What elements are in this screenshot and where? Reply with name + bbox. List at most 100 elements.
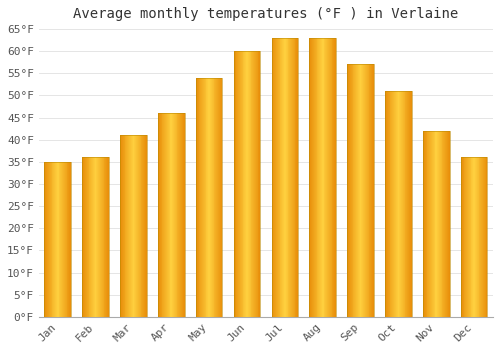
Bar (385, 91, 411, 317)
Bar (242, 51, 244, 317)
Bar (480, 158, 481, 317)
Bar (134, 135, 135, 317)
Bar (62, 162, 63, 317)
Bar (60, 162, 62, 317)
Bar (196, 78, 222, 317)
Bar (121, 135, 122, 317)
Bar (100, 158, 101, 317)
Bar (296, 38, 297, 317)
Bar (406, 91, 408, 317)
Bar (330, 38, 332, 317)
Bar (204, 78, 206, 317)
Bar (348, 64, 374, 317)
Bar (69, 162, 70, 317)
Bar (364, 64, 365, 317)
Bar (354, 64, 356, 317)
Bar (246, 51, 247, 317)
Bar (93, 158, 94, 317)
Bar (145, 135, 146, 317)
Bar (310, 38, 336, 317)
Bar (352, 64, 354, 317)
Bar (356, 64, 357, 317)
Bar (172, 113, 173, 317)
Bar (206, 78, 208, 317)
Bar (398, 91, 400, 317)
Title: Average monthly temperatures (°F ) in Verlaine: Average monthly temperatures (°F ) in Ve… (74, 7, 458, 21)
Bar (467, 158, 468, 317)
Bar (196, 78, 197, 317)
Bar (138, 135, 140, 317)
Bar (332, 38, 334, 317)
Bar (68, 162, 69, 317)
Bar (319, 38, 320, 317)
Bar (203, 78, 204, 317)
Bar (140, 135, 141, 317)
Bar (247, 51, 248, 317)
Bar (322, 38, 324, 317)
Bar (461, 158, 462, 317)
Bar (208, 78, 209, 317)
Bar (461, 158, 487, 317)
Bar (102, 158, 104, 317)
Bar (327, 38, 328, 317)
Bar (252, 51, 253, 317)
Bar (313, 38, 314, 317)
Bar (87, 158, 88, 317)
Bar (70, 162, 71, 317)
Bar (91, 158, 92, 317)
Bar (98, 158, 99, 317)
Bar (483, 158, 484, 317)
Bar (162, 113, 164, 317)
Bar (218, 78, 219, 317)
Bar (250, 51, 252, 317)
Bar (329, 38, 330, 317)
Bar (47, 162, 48, 317)
Bar (363, 64, 364, 317)
Bar (132, 135, 134, 317)
Bar (272, 38, 274, 317)
Bar (321, 38, 322, 317)
Bar (143, 135, 144, 317)
Bar (288, 38, 290, 317)
Bar (244, 51, 245, 317)
Bar (474, 158, 475, 317)
Bar (46, 162, 47, 317)
Bar (314, 38, 315, 317)
Bar (428, 131, 429, 317)
Bar (176, 113, 178, 317)
Bar (238, 51, 239, 317)
Bar (86, 158, 87, 317)
Bar (123, 135, 124, 317)
Bar (211, 78, 212, 317)
Bar (49, 162, 50, 317)
Bar (84, 158, 85, 317)
Bar (83, 158, 84, 317)
Bar (128, 135, 129, 317)
Bar (210, 78, 211, 317)
Bar (388, 91, 390, 317)
Bar (234, 51, 236, 317)
Bar (99, 158, 100, 317)
Bar (462, 158, 464, 317)
Bar (486, 158, 488, 317)
Bar (478, 158, 480, 317)
Bar (370, 64, 371, 317)
Bar (285, 38, 286, 317)
Bar (316, 38, 318, 317)
Bar (430, 131, 431, 317)
Bar (124, 135, 126, 317)
Bar (291, 38, 292, 317)
Bar (438, 131, 439, 317)
Bar (320, 38, 321, 317)
Bar (396, 91, 398, 317)
Bar (292, 38, 293, 317)
Bar (129, 135, 130, 317)
Bar (401, 91, 402, 317)
Bar (362, 64, 363, 317)
Bar (66, 162, 68, 317)
Bar (324, 38, 326, 317)
Bar (334, 38, 335, 317)
Bar (282, 38, 283, 317)
Bar (88, 158, 90, 317)
Bar (286, 38, 288, 317)
